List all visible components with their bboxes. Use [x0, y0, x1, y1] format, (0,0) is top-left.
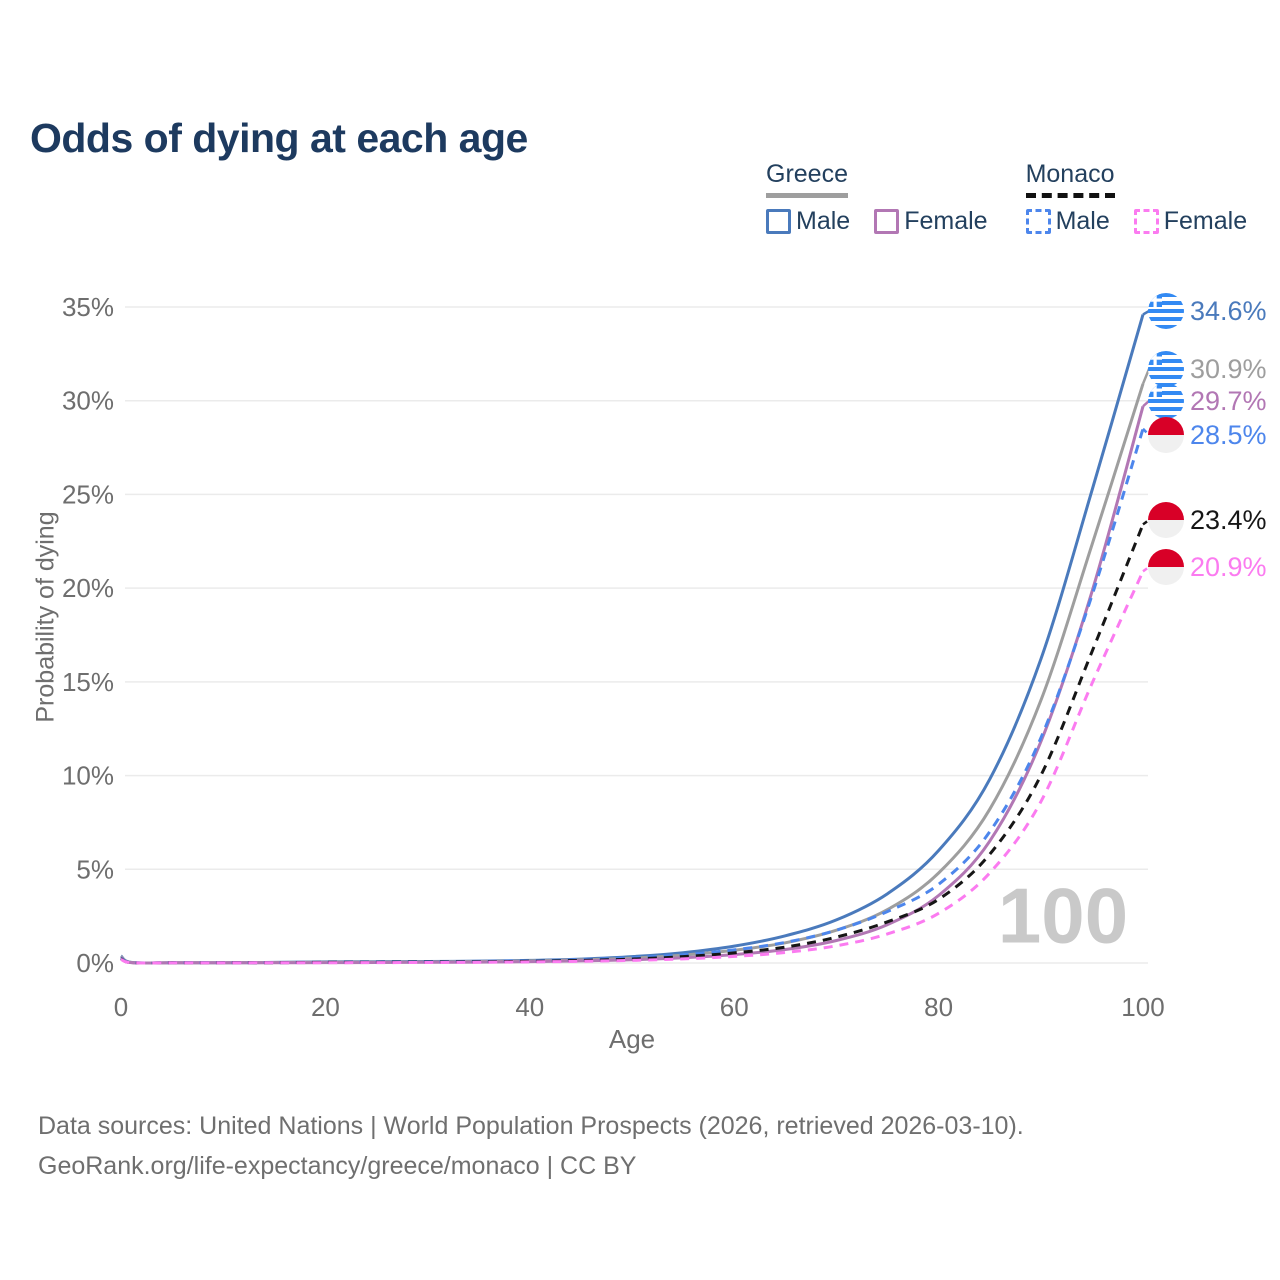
end-value-label-greece-female: 29.7%: [1190, 386, 1267, 416]
series-line-greece-male[interactable]: [119, 314, 1145, 965]
x-tick-label: 100: [1121, 992, 1164, 1022]
leader-line-monaco-female: [1142, 565, 1150, 573]
legend-item-monaco-female[interactable]: Female: [1133, 207, 1248, 236]
y-tick-label: 10%: [62, 761, 114, 791]
legend-monaco-male-label: Male: [1055, 207, 1110, 235]
greece-line-style-swatch: [766, 193, 848, 198]
footer-attribution: GeoRank.org/life-expectancy/greece/monac…: [38, 1152, 637, 1180]
monaco-line-style-swatch: [1025, 193, 1115, 198]
y-tick-label: 15%: [62, 667, 114, 697]
end-value-label-greece-both-sexes: 30.9%: [1190, 354, 1267, 384]
x-axis-title: Age: [609, 1024, 655, 1054]
greece-male-swatch-icon: [766, 209, 791, 234]
chart-title: Odds of dying at each age: [30, 115, 528, 162]
x-tick-label: 20: [311, 992, 340, 1022]
y-tick-label: 20%: [62, 573, 114, 603]
y-tick-label: 30%: [62, 386, 114, 416]
x-tick-label: 80: [924, 992, 953, 1022]
y-tick-label: 0%: [76, 948, 114, 978]
footer-data-sources: Data sources: United Nations | World Pop…: [38, 1112, 1024, 1140]
monaco-male-swatch-icon: [1025, 209, 1051, 234]
legend-monaco-female-label: Female: [1163, 207, 1248, 235]
legend-monaco-header[interactable]: Monaco: [1025, 160, 1115, 198]
series-line-monaco-both-sexes[interactable]: [120, 523, 1145, 965]
legend-greece-female-label: Female: [904, 207, 988, 235]
legend-group-monaco: Monaco Male Female: [1025, 160, 1248, 236]
legend-greece-male-label: Male: [796, 207, 851, 235]
leader-line-monaco-both-sexes: [1142, 518, 1150, 526]
greece-flag-icon: [1148, 383, 1184, 419]
monaco-female-swatch-icon: [1133, 209, 1159, 234]
x-tick-label: 60: [720, 992, 749, 1022]
legend: Greece Male Female Monaco: [766, 160, 1247, 236]
end-value-label-monaco-female: 20.9%: [1190, 552, 1267, 582]
greece-flag-icon: [1148, 351, 1184, 387]
legend-item-greece-female[interactable]: Female: [874, 207, 988, 236]
legend-greece-label: Greece: [766, 160, 848, 188]
x-tick-label: 0: [114, 992, 128, 1022]
monaco-flag-icon: [1148, 549, 1184, 585]
legend-group-greece: Greece Male Female: [766, 160, 988, 236]
current-age-watermark: 100: [997, 871, 1129, 960]
series-line-monaco-female[interactable]: [120, 570, 1145, 965]
end-value-label-monaco-male: 28.5%: [1190, 420, 1267, 450]
series-line-greece-female[interactable]: [120, 405, 1145, 965]
legend-greece-header[interactable]: Greece: [766, 160, 848, 198]
legend-item-monaco-male[interactable]: Male: [1025, 207, 1110, 236]
x-tick-label: 40: [515, 992, 544, 1022]
legend-monaco-label: Monaco: [1025, 160, 1115, 188]
monaco-flag-icon: [1148, 417, 1184, 453]
y-tick-label: 5%: [76, 854, 114, 884]
monaco-flag-icon: [1148, 502, 1184, 538]
y-tick-label: 25%: [62, 479, 114, 509]
greece-flag-icon: [1148, 293, 1184, 329]
series-line-greece-both-sexes[interactable]: [120, 383, 1145, 965]
y-tick-label: 35%: [62, 292, 114, 322]
end-value-label-monaco-both-sexes: 23.4%: [1190, 505, 1267, 535]
end-value-label-greece-male: 34.6%: [1190, 296, 1267, 326]
legend-item-greece-male[interactable]: Male: [766, 207, 850, 236]
greece-female-swatch-icon: [874, 209, 900, 234]
footer: Data sources: United Nations | World Pop…: [38, 1106, 1024, 1186]
series-line-monaco-male[interactable]: [120, 428, 1145, 965]
